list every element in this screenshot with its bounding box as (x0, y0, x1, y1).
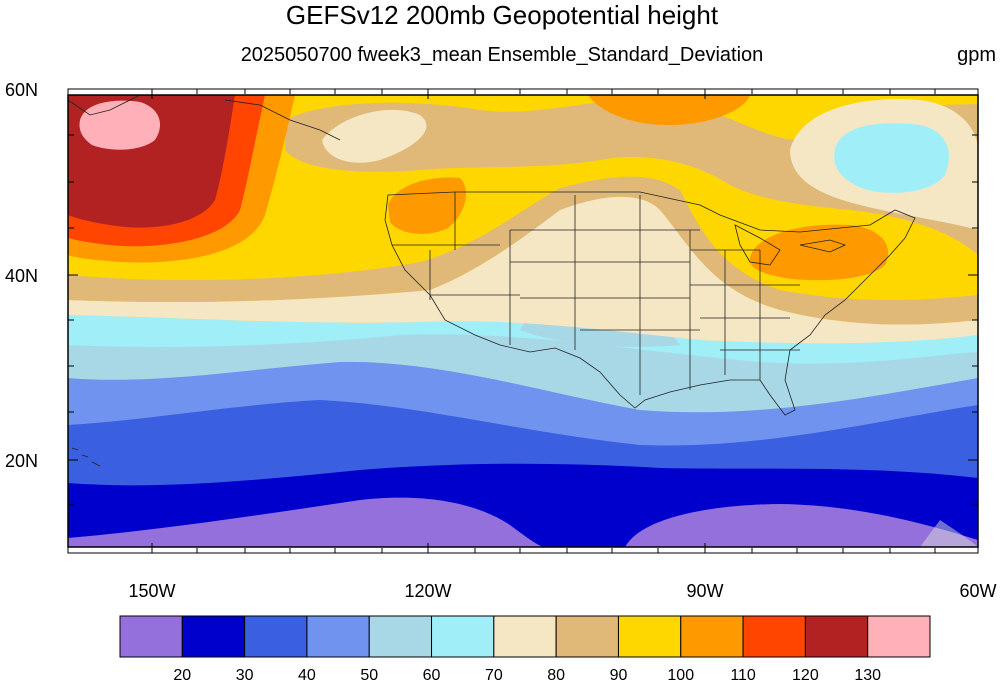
colorbar: 20 30 40 50 60 70 80 90 100 110 120 130 (119, 615, 931, 683)
colorbar-label: 50 (360, 667, 378, 683)
hawaii (71, 447, 101, 467)
lat-label-60n: 60N (5, 80, 38, 100)
map-title: GEFSv12 200mb Geopotential height (285, 0, 719, 30)
map-subtitle: 2025050700 fweek3_mean Ensemble_Standard… (240, 44, 764, 66)
band-90-upper (285, 99, 978, 255)
band-20-west (68, 497, 545, 547)
units-label: gpm (957, 44, 996, 66)
colorbar-swatch (493, 615, 557, 658)
colorbar-swatch (617, 615, 682, 658)
colorbar-label: 20 (173, 667, 191, 683)
coastlines-and-states (68, 95, 916, 467)
state-lines-vertical (429, 192, 761, 395)
colorbar-label: 80 (547, 667, 565, 683)
outer-frame (67, 88, 979, 554)
band-80-north (68, 196, 978, 344)
lon-label-60w: 60W (959, 581, 996, 601)
band-100-ne (749, 224, 889, 281)
band-130-nw (79, 100, 160, 150)
colorbar-swatch (742, 615, 806, 658)
colorbar-swatch (431, 615, 495, 658)
band-80-upper (322, 109, 427, 163)
colorbar-label: 70 (485, 667, 503, 683)
band-100-top (588, 95, 750, 125)
lon-label-90w: 90W (686, 581, 723, 601)
canada-coast (68, 95, 341, 141)
colorbar-label: 90 (610, 667, 628, 683)
band-90-north (68, 176, 978, 325)
colorbar-swatch (119, 615, 183, 658)
lon-label-120w: 120W (404, 581, 451, 601)
colorbar-swatch (680, 615, 744, 658)
colorbar-swatch (368, 615, 433, 658)
lon-label-150w: 150W (128, 581, 175, 601)
colorbar-label: 120 (792, 667, 819, 683)
colorbar-swatch (555, 615, 619, 658)
band-20-east (625, 504, 978, 547)
colorbar-label: 60 (423, 667, 441, 683)
tick-marks (68, 89, 979, 553)
colorbar-swatch (867, 615, 931, 658)
colorbar-label: 100 (667, 667, 694, 683)
grey-edge (920, 520, 978, 547)
colorbar-swatch (181, 615, 246, 658)
colorbar-swatch (804, 615, 869, 658)
colorbar-swatch (306, 615, 370, 658)
great-lakes (734, 224, 847, 266)
band-70-ne (834, 123, 949, 193)
lat-label-20n: 20N (5, 451, 38, 471)
colorbar-label: 110 (730, 667, 756, 683)
us-outline (384, 191, 916, 416)
lat-label-40n: 40N (5, 266, 38, 286)
contour-field (68, 95, 978, 547)
colorbar-label: 40 (298, 667, 316, 683)
colorbar-label: 30 (236, 667, 254, 683)
colorbar-label: 130 (854, 667, 881, 683)
band-100-pnw (388, 177, 467, 234)
colorbar-swatch (244, 615, 308, 658)
